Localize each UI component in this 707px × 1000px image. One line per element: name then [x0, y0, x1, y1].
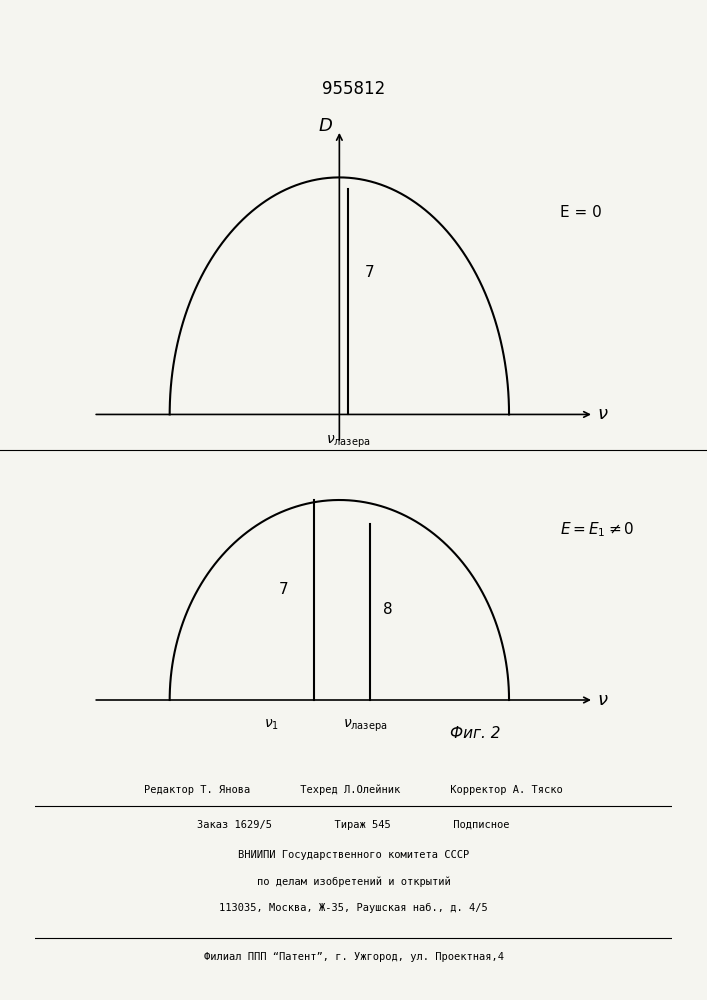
Text: $E = E_1 \neq 0$: $E = E_1 \neq 0$: [560, 521, 634, 539]
Text: по делам изобретений и открытий: по делам изобретений и открытий: [257, 877, 450, 887]
Text: 7: 7: [279, 582, 288, 597]
Text: Фиг. 2: Фиг. 2: [450, 726, 501, 741]
Text: E = 0: E = 0: [560, 205, 602, 220]
Text: Редактор Т. Янова        Техред Л.Олейник        Корректор А. Тяско: Редактор Т. Янова Техред Л.Олейник Корре…: [144, 784, 563, 795]
Text: D: D: [319, 117, 333, 135]
Text: 8: 8: [383, 602, 393, 617]
Text: Заказ 1629/5          Тираж 545          Подписное: Заказ 1629/5 Тираж 545 Подписное: [197, 820, 510, 830]
Text: $\nu_{\rm лазера}$: $\nu_{\rm лазера}$: [326, 433, 370, 450]
Text: $\nu$: $\nu$: [597, 405, 609, 423]
Text: $\nu_{\rm лазера}$: $\nu_{\rm лазера}$: [343, 718, 387, 734]
Text: ВНИИПИ Государственного комитета СССР: ВНИИПИ Государственного комитета СССР: [238, 850, 469, 860]
Text: Филиал ППП “Патент”, г. Ужгород, ул. Проектная,4: Филиал ППП “Патент”, г. Ужгород, ул. Про…: [204, 952, 503, 962]
Text: $\nu_1$: $\nu_1$: [264, 718, 279, 732]
Text: $\nu$: $\nu$: [597, 691, 609, 709]
Text: 955812: 955812: [322, 80, 385, 98]
Text: 113035, Москва, Ж-35, Раушская наб., д. 4/5: 113035, Москва, Ж-35, Раушская наб., д. …: [219, 903, 488, 913]
Text: 7: 7: [365, 265, 375, 280]
